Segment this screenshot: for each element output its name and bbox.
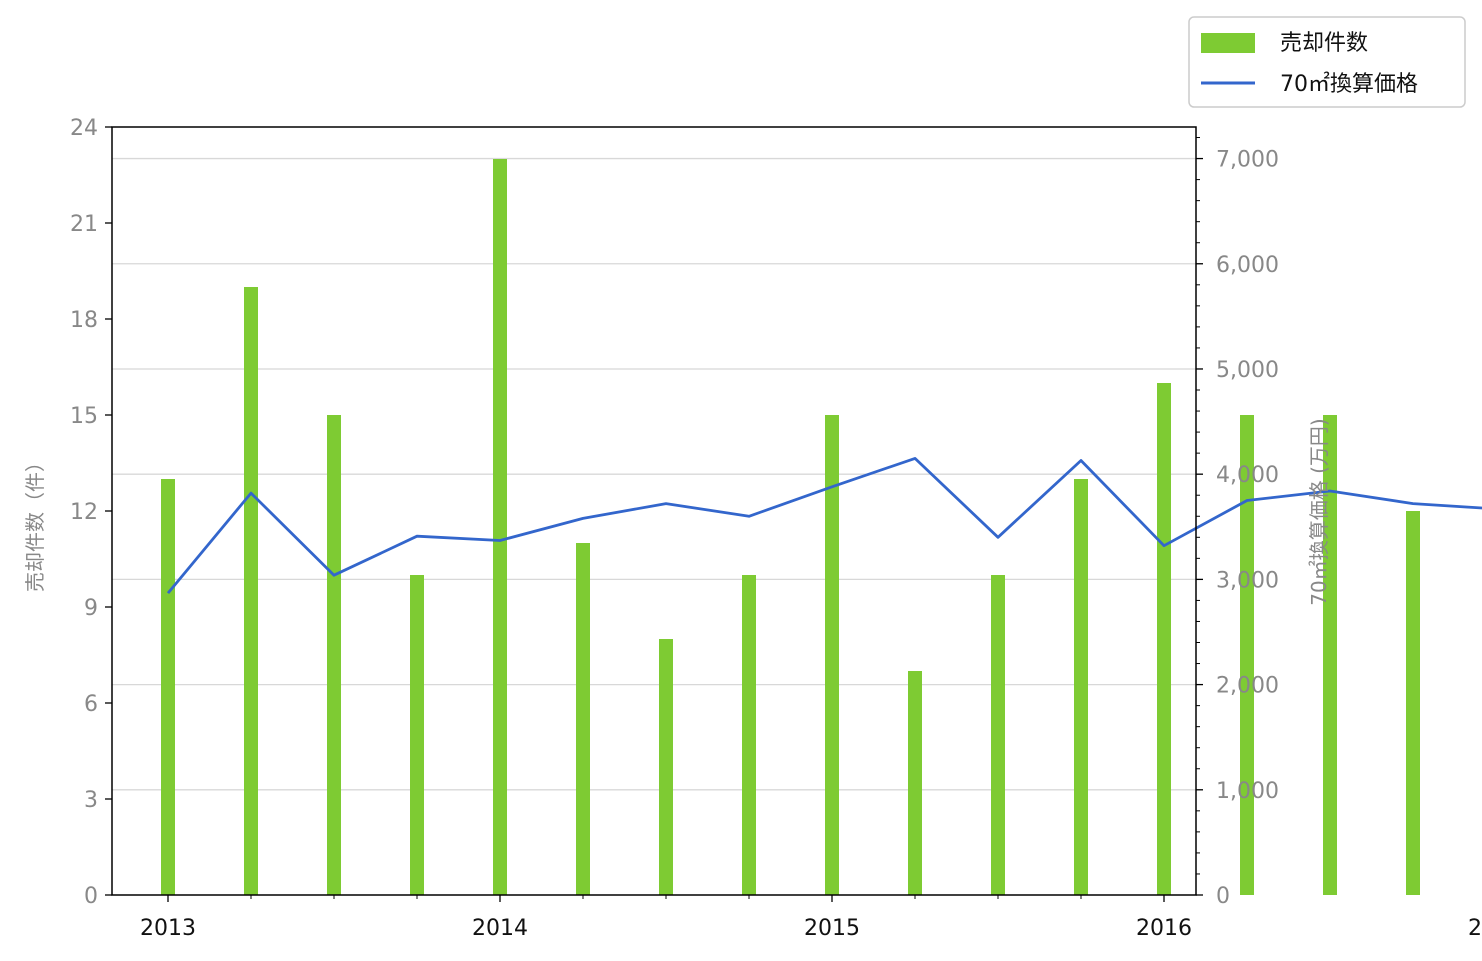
right-tick-label: 6,000 [1216,253,1279,278]
bar-10 [908,671,922,895]
left-tick-label: 15 [70,404,98,429]
left-tick-label: 3 [84,788,98,813]
legend-swatch-bar [1201,33,1255,53]
x-tick-label: 2016 [1136,916,1192,941]
left-tick-label: 0 [84,884,98,909]
right-tick-label: 1,000 [1216,779,1279,804]
bar-3 [327,415,341,895]
left-tick-label: 6 [84,692,98,717]
bar-7 [659,639,673,895]
bar-6 [576,543,590,895]
left-tick-label: 18 [70,308,98,333]
legend-label-bar: 売却件数 [1280,31,1368,56]
legend-label-line: 70㎡換算価格 [1280,71,1418,97]
right-tick-label: 7,000 [1216,148,1279,173]
right-tick-label: 0 [1216,884,1230,909]
x-axis-ticks: 2013201420152016201720182019202020212022… [140,895,1482,941]
legend: 売却件数 70㎡換算価格 [1188,16,1466,108]
bar-14 [1240,415,1254,895]
legend-frame [1188,16,1466,108]
bar-2 [244,287,258,895]
x-tick-label: 2015 [804,916,860,941]
left-tick-label: 12 [70,500,98,525]
left-tick-label: 24 [70,116,98,141]
left-axis-ticks: 0 3 6 9 12 15 18 21 24 [70,116,112,909]
right-tick-label: 2,000 [1216,674,1279,699]
left-tick-label: 21 [70,212,98,237]
bar-15 [1323,415,1337,895]
right-tick-label: 3,000 [1216,568,1279,593]
x-tick-label: 2017 [1468,916,1482,941]
bar-4 [410,575,424,895]
bar-1 [161,479,175,895]
bar-13 [1157,383,1171,895]
x-tick-label: 2014 [472,916,528,941]
y-axis-title-right: 70㎡換算価格 (万円) [1307,418,1331,605]
bar-series [161,159,1420,895]
price-line [166,456,1482,594]
bar-5 [493,159,507,895]
left-tick-label: 9 [84,596,98,621]
bar-16 [1406,511,1420,895]
x-tick-label: 2013 [140,916,196,941]
grid-lines [112,157,1196,791]
bar-9 [825,415,839,895]
right-tick-label: 5,000 [1216,358,1279,383]
right-tick-label: 4,000 [1216,463,1279,488]
bar-12 [1074,479,1088,895]
bar-8 [742,575,756,895]
line-series [166,456,1482,594]
right-axis-ticks: 0 1,000 2,000 3,000 4,000 5,000 6,000 7,000 [1196,137,1279,909]
bar-11 [991,575,1005,895]
y-axis-title-left: 売却件数（件） [23,452,47,592]
